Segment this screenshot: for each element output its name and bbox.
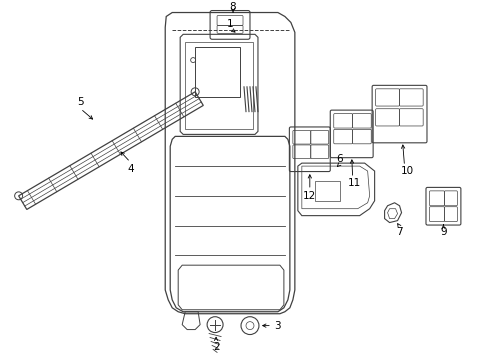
- Text: 10: 10: [400, 166, 413, 176]
- Text: 7: 7: [395, 228, 402, 238]
- Text: 2: 2: [212, 342, 219, 352]
- Text: 12: 12: [303, 191, 316, 201]
- Text: 5: 5: [77, 97, 83, 107]
- Text: 3: 3: [273, 321, 280, 330]
- Text: 6: 6: [336, 154, 343, 164]
- Text: 4: 4: [127, 164, 133, 174]
- Text: 9: 9: [439, 228, 446, 238]
- Text: 8: 8: [229, 1, 236, 12]
- Text: 11: 11: [347, 178, 361, 188]
- Text: 1: 1: [226, 19, 233, 30]
